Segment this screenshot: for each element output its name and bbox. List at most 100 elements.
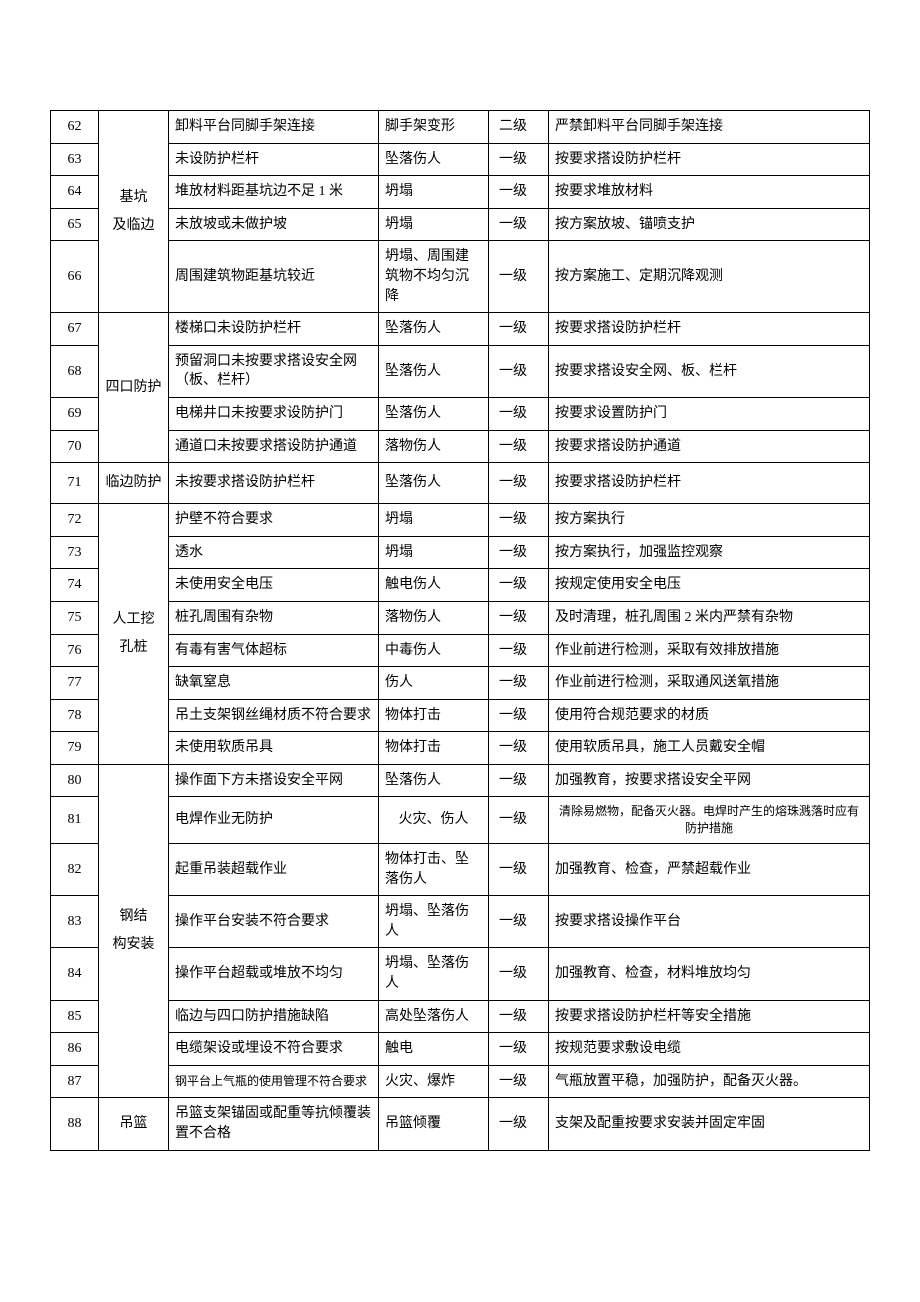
category-label: 构安装 (105, 931, 162, 959)
control-measure: 按要求搭设防护栏杆 (549, 143, 870, 176)
control-measure: 按要求搭设操作平台 (549, 896, 870, 948)
risk-level: 一级 (489, 143, 549, 176)
hazard-description: 操作平台安装不符合要求 (169, 896, 379, 948)
risk-level: 一级 (489, 569, 549, 602)
table-row: 68预留洞口未按要求搭设安全网（板、栏杆）坠落伤人一级按要求搭设安全网、板、栏杆 (51, 345, 870, 397)
risk-type: 物体打击、坠落伤人 (379, 844, 489, 896)
control-measure: 按方案施工、定期沉降观测 (549, 241, 870, 313)
control-measure: 按要求搭设安全网、板、栏杆 (549, 345, 870, 397)
risk-level: 二级 (489, 111, 549, 144)
control-measure: 使用软质吊具，施工人员戴安全帽 (549, 732, 870, 765)
hazard-description: 电梯井口未按要求设防护门 (169, 397, 379, 430)
table-row: 77缺氧窒息伤人一级作业前进行检测，采取通风送氧措施 (51, 667, 870, 700)
category-cell: 基坑及临边 (99, 111, 169, 313)
risk-type: 物体打击 (379, 699, 489, 732)
hazard-description: 操作平台超载或堆放不均匀 (169, 948, 379, 1000)
hazard-description: 吊篮支架锚固或配重等抗倾覆装置不合格 (169, 1098, 379, 1150)
row-number: 76 (51, 634, 99, 667)
row-number: 74 (51, 569, 99, 602)
control-measure: 按要求设置防护门 (549, 397, 870, 430)
risk-type: 吊篮倾覆 (379, 1098, 489, 1150)
hazard-description: 周围建筑物距基坑较近 (169, 241, 379, 313)
control-measure: 按要求搭设防护栏杆 (549, 463, 870, 504)
hazard-description: 未按要求搭设防护栏杆 (169, 463, 379, 504)
hazard-description: 卸料平台同脚手架连接 (169, 111, 379, 144)
hazard-description: 透水 (169, 536, 379, 569)
risk-type: 落物伤人 (379, 430, 489, 463)
row-number: 71 (51, 463, 99, 504)
table-row: 84操作平台超载或堆放不均匀坍塌、坠落伤人一级加强教育、检查，材料堆放均匀 (51, 948, 870, 1000)
risk-type: 坍塌、坠落伤人 (379, 896, 489, 948)
hazard-description: 临边与四口防护措施缺陷 (169, 1000, 379, 1033)
hazard-description: 桩孔周围有杂物 (169, 601, 379, 634)
risk-type: 坍塌 (379, 208, 489, 241)
table-row: 88吊篮吊篮支架锚固或配重等抗倾覆装置不合格吊篮倾覆一级支架及配重按要求安装并固… (51, 1098, 870, 1150)
risk-level: 一级 (489, 732, 549, 765)
row-number: 85 (51, 1000, 99, 1033)
row-number: 68 (51, 345, 99, 397)
table-row: 63未设防护栏杆坠落伤人一级按要求搭设防护栏杆 (51, 143, 870, 176)
table-row: 70通道口未按要求搭设防护通道落物伤人一级按要求搭设防护通道 (51, 430, 870, 463)
risk-type: 坍塌 (379, 536, 489, 569)
row-number: 67 (51, 313, 99, 346)
table-row: 66周围建筑物距基坑较近坍塌、周围建筑物不均匀沉降一级按方案施工、定期沉降观测 (51, 241, 870, 313)
risk-type: 坠落伤人 (379, 397, 489, 430)
row-number: 73 (51, 536, 99, 569)
risk-type: 坠落伤人 (379, 463, 489, 504)
row-number: 64 (51, 176, 99, 209)
table-row: 85临边与四口防护措施缺陷高处坠落伤人一级按要求搭设防护栏杆等安全措施 (51, 1000, 870, 1033)
row-number: 82 (51, 844, 99, 896)
table-row: 73透水坍塌一级按方案执行，加强监控观察 (51, 536, 870, 569)
category-label: 基坑 (105, 184, 162, 212)
table-row: 86电缆架设或埋设不符合要求触电一级按规范要求敷设电缆 (51, 1033, 870, 1066)
row-number: 81 (51, 797, 99, 844)
table-row: 72人工挖孔桩护壁不符合要求坍塌一级按方案执行 (51, 504, 870, 537)
table-row: 65未放坡或未做护坡坍塌一级按方案放坡、锚喷支护 (51, 208, 870, 241)
risk-type: 高处坠落伤人 (379, 1000, 489, 1033)
control-measure: 加强教育、检查，严禁超载作业 (549, 844, 870, 896)
row-number: 86 (51, 1033, 99, 1066)
risk-type: 触电 (379, 1033, 489, 1066)
risk-type: 火灾、伤人 (379, 797, 489, 844)
hazard-description: 操作面下方未搭设安全平网 (169, 764, 379, 797)
risk-type: 坠落伤人 (379, 345, 489, 397)
risk-type: 物体打击 (379, 732, 489, 765)
document-page: 62基坑及临边卸料平台同脚手架连接脚手架变形二级严禁卸料平台同脚手架连接63未设… (0, 0, 920, 1251)
risk-level: 一级 (489, 241, 549, 313)
risk-type: 坠落伤人 (379, 143, 489, 176)
category-cell: 人工挖孔桩 (99, 504, 169, 765)
control-measure: 支架及配重按要求安装并固定牢固 (549, 1098, 870, 1150)
risk-level: 一级 (489, 463, 549, 504)
table-row: 87钢平台上气瓶的使用管理不符合要求火灾、爆炸一级气瓶放置平稳，加强防护，配备灭… (51, 1065, 870, 1098)
hazard-description: 未放坡或未做护坡 (169, 208, 379, 241)
risk-level: 一级 (489, 634, 549, 667)
hazard-description: 起重吊装超载作业 (169, 844, 379, 896)
risk-type: 伤人 (379, 667, 489, 700)
control-measure: 气瓶放置平稳，加强防护，配备灭火器。 (549, 1065, 870, 1098)
hazard-description: 有毒有害气体超标 (169, 634, 379, 667)
control-measure: 清除易燃物，配备灭火器。电焊时产生的熔珠溅落时应有防护措施 (549, 797, 870, 844)
table-row: 79未使用软质吊具物体打击一级使用软质吊具，施工人员戴安全帽 (51, 732, 870, 765)
table-row: 82 起重吊装超载作业物体打击、坠落伤人一级加强教育、检查，严禁超载作业 (51, 844, 870, 896)
risk-level: 一级 (489, 948, 549, 1000)
control-measure: 及时清理，桩孔周围 2 米内严禁有杂物 (549, 601, 870, 634)
control-measure: 作业前进行检测，采取通风送氧措施 (549, 667, 870, 700)
control-measure: 按规范要求敷设电缆 (549, 1033, 870, 1066)
table-row: 83操作平台安装不符合要求坍塌、坠落伤人一级按要求搭设操作平台 (51, 896, 870, 948)
risk-level: 一级 (489, 313, 549, 346)
category-cell: 吊篮 (99, 1098, 169, 1150)
hazard-description: 吊土支架钢丝绳材质不符合要求 (169, 699, 379, 732)
risk-type: 落物伤人 (379, 601, 489, 634)
hazard-description: 通道口未按要求搭设防护通道 (169, 430, 379, 463)
risk-level: 一级 (489, 699, 549, 732)
category-label: 四口防护 (105, 374, 162, 402)
table-row: 62基坑及临边卸料平台同脚手架连接脚手架变形二级严禁卸料平台同脚手架连接 (51, 111, 870, 144)
risk-type: 坍塌、坠落伤人 (379, 948, 489, 1000)
risk-level: 一级 (489, 844, 549, 896)
row-number: 66 (51, 241, 99, 313)
row-number: 79 (51, 732, 99, 765)
control-measure: 按方案放坡、锚喷支护 (549, 208, 870, 241)
risk-level: 一级 (489, 430, 549, 463)
row-number: 62 (51, 111, 99, 144)
hazard-description: 缺氧窒息 (169, 667, 379, 700)
